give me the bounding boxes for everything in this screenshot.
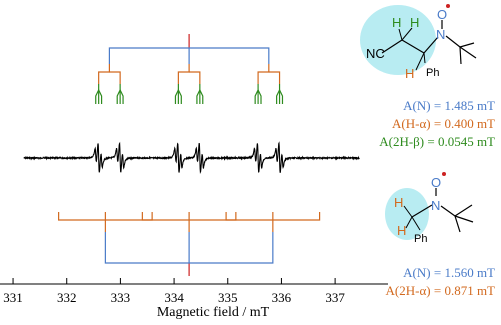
molecule-bottom: O N H H Ph bbox=[385, 172, 474, 245]
highlight-ellipse-top bbox=[360, 5, 436, 75]
x-ticks: 331 332 333 334 335 336 337 bbox=[3, 278, 345, 305]
spectrum-line bbox=[23, 141, 360, 174]
hfc-top-h-alpha: A(H-α) = 0.400 mT bbox=[392, 116, 495, 131]
h-beta-splitting bbox=[254, 88, 262, 104]
hfc-bottom-n: A(N) = 1.560 mT bbox=[403, 265, 495, 280]
h-alpha-splitting bbox=[268, 71, 281, 84]
x-axis-title: Magnetic field / mT bbox=[157, 305, 270, 320]
bond bbox=[401, 27, 413, 41]
bond bbox=[405, 216, 413, 229]
x-tick-label: 332 bbox=[57, 290, 77, 305]
atom-h: H bbox=[410, 15, 419, 30]
atom-h: H bbox=[394, 195, 403, 210]
bond bbox=[415, 52, 425, 71]
atom-n: N bbox=[436, 27, 445, 42]
bond bbox=[381, 39, 403, 54]
hfc-top-h-beta: A(2H-β) = 0.0545 mT bbox=[379, 134, 495, 149]
x-tick-label: 334 bbox=[164, 290, 184, 305]
h-alpha-splitting bbox=[189, 71, 201, 84]
bond bbox=[459, 46, 477, 59]
atom-h: H bbox=[405, 66, 414, 81]
radical-dot-icon bbox=[446, 4, 450, 8]
h-alpha-splitting bbox=[98, 64, 111, 84]
bond bbox=[411, 204, 433, 218]
atom-ph: Ph bbox=[414, 233, 427, 245]
h-beta-splitting bbox=[196, 88, 204, 104]
bond bbox=[440, 205, 456, 217]
hfc-top-n: A(N) = 1.485 mT bbox=[403, 98, 495, 113]
h-beta-splitting bbox=[276, 88, 284, 104]
atom-n: N bbox=[431, 198, 440, 213]
x-tick-label: 336 bbox=[272, 290, 292, 305]
bond bbox=[454, 215, 474, 223]
splitting-pattern-bottom bbox=[58, 212, 321, 276]
h-alpha-splitting bbox=[257, 64, 270, 84]
x-tick-label: 335 bbox=[218, 290, 238, 305]
h-beta-splitting bbox=[174, 88, 182, 104]
atom-h: H bbox=[392, 15, 401, 30]
bond bbox=[454, 204, 473, 217]
bond bbox=[459, 46, 462, 65]
h-beta-splitting bbox=[116, 88, 124, 104]
h-alpha-splitting bbox=[109, 71, 121, 84]
radical-dot-icon bbox=[442, 172, 446, 176]
bond bbox=[423, 36, 439, 54]
molecule-top: H H NC H Ph N O bbox=[360, 4, 477, 81]
atom-nc: NC bbox=[366, 46, 385, 61]
bond bbox=[445, 35, 461, 48]
atom-h: H bbox=[397, 223, 406, 238]
x-tick-label: 333 bbox=[111, 290, 131, 305]
bond bbox=[398, 28, 403, 41]
h-alpha-splitting bbox=[177, 64, 190, 84]
bond bbox=[401, 39, 425, 54]
bond bbox=[403, 205, 413, 218]
bond bbox=[454, 215, 461, 233]
h-beta-splitting bbox=[95, 88, 103, 104]
bond bbox=[411, 216, 421, 231]
splitting-pattern-top bbox=[95, 34, 284, 104]
atom-o: O bbox=[431, 175, 441, 190]
atom-o: O bbox=[437, 7, 447, 22]
bond bbox=[459, 42, 475, 48]
atom-ph: Ph bbox=[426, 67, 439, 79]
x-tick-label: 337 bbox=[325, 290, 345, 305]
hfc-bottom-h-alpha: A(2H-α) = 0.871 mT bbox=[386, 283, 496, 298]
bond bbox=[423, 52, 426, 64]
x-tick-label: 331 bbox=[3, 290, 23, 305]
